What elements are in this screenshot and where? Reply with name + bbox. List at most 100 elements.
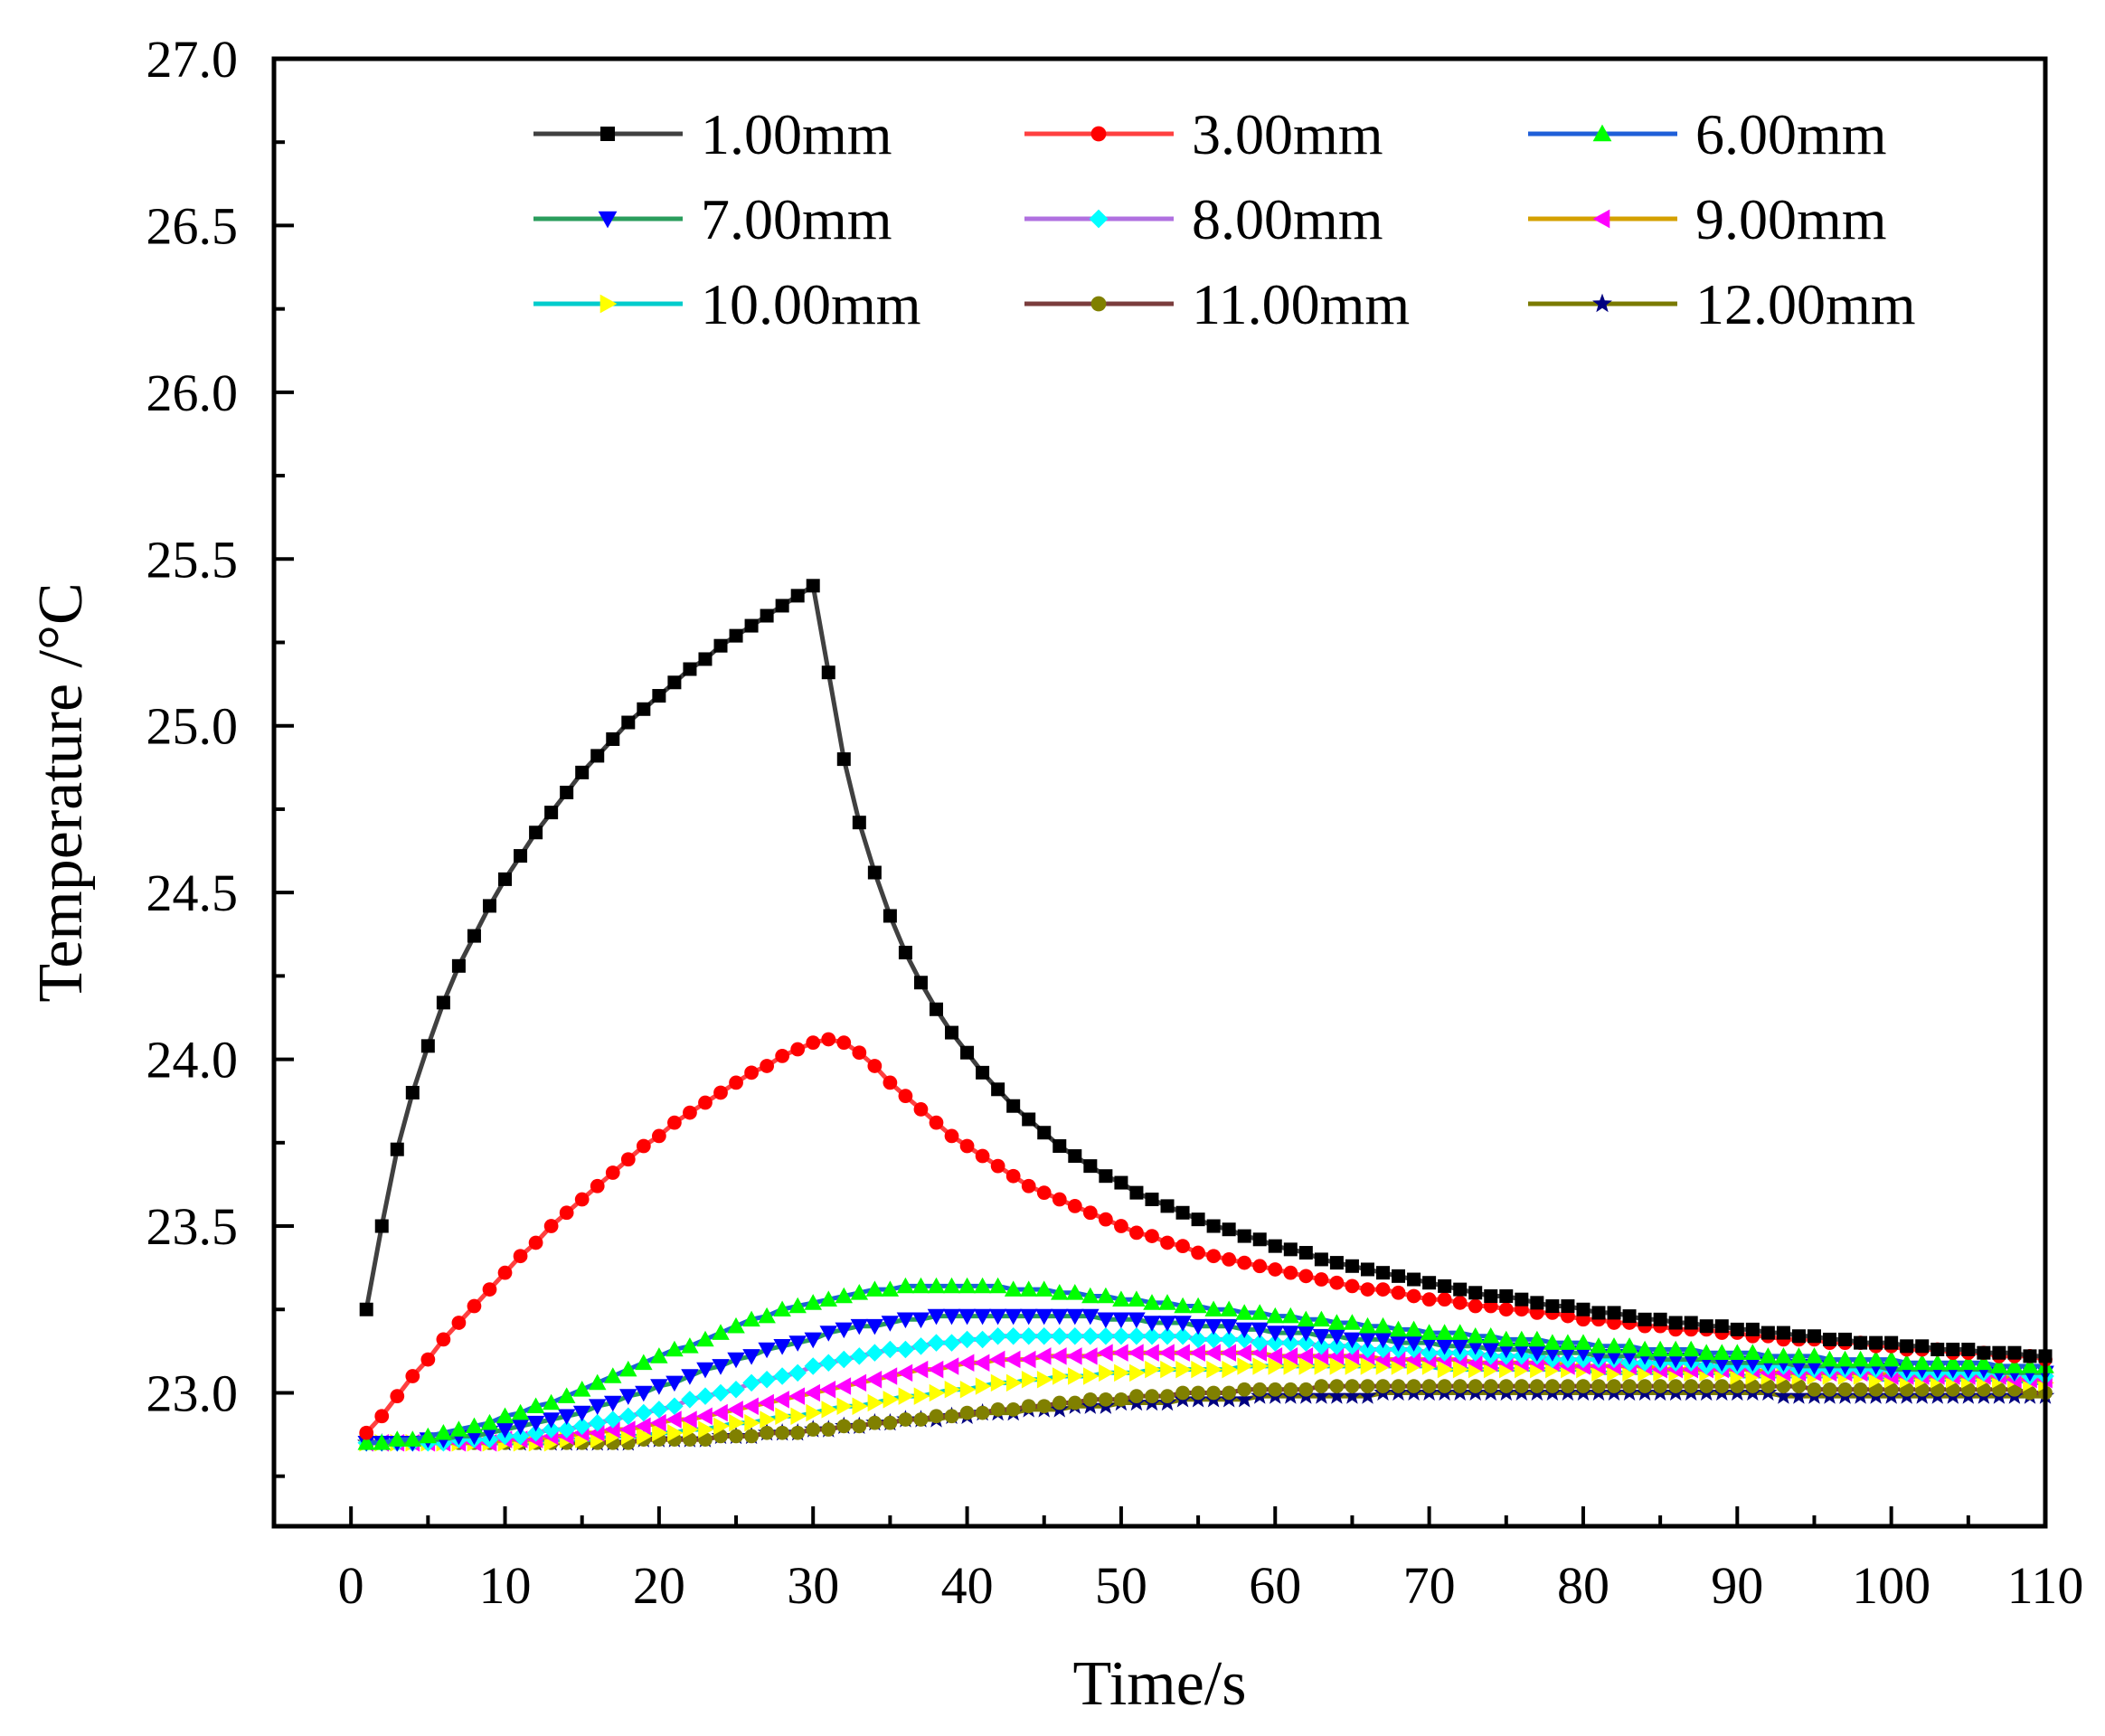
data-point xyxy=(744,1065,759,1080)
data-point xyxy=(945,1025,959,1040)
data-point xyxy=(1360,1262,1374,1277)
data-point xyxy=(760,1410,776,1429)
data-point xyxy=(1607,1306,1621,1320)
data-point xyxy=(357,1434,375,1450)
data-point xyxy=(1497,1330,1515,1347)
data-point xyxy=(572,1381,591,1397)
data-point xyxy=(1035,1347,1052,1365)
data-point xyxy=(1145,1389,1159,1404)
data-point xyxy=(1004,1280,1023,1297)
data-point xyxy=(727,1316,745,1334)
data-point xyxy=(883,1415,898,1430)
data-point xyxy=(804,1357,822,1375)
data-point xyxy=(790,1425,806,1440)
data-point xyxy=(898,1387,915,1405)
data-point xyxy=(959,1138,975,1154)
data-point xyxy=(850,1373,867,1392)
data-point xyxy=(1006,1099,1021,1113)
data-point xyxy=(698,652,713,666)
legend-label: 9.00mm xyxy=(1695,187,1887,251)
data-point xyxy=(760,1059,774,1073)
data-point xyxy=(1097,1287,1115,1304)
data-point xyxy=(804,1332,822,1349)
data-point xyxy=(1206,1249,1221,1264)
data-point xyxy=(589,1373,607,1391)
data-point xyxy=(1329,1256,1344,1270)
data-point xyxy=(1067,1199,1082,1213)
data-point xyxy=(1482,1342,1500,1359)
data-point xyxy=(1498,1302,1514,1317)
data-point xyxy=(496,1422,514,1439)
data-point xyxy=(1035,1327,1053,1345)
legend-marker xyxy=(1089,209,1109,229)
data-point xyxy=(1191,1245,1205,1260)
plot-frame xyxy=(271,56,2048,1529)
data-point xyxy=(1774,1347,1793,1363)
data-point xyxy=(1204,1318,1222,1335)
data-point xyxy=(712,1383,730,1402)
data-point xyxy=(1728,1344,1747,1360)
data-point xyxy=(1513,1330,1531,1347)
data-point xyxy=(1220,1344,1236,1362)
legend-label: 10.00mm xyxy=(701,272,921,336)
data-point xyxy=(1607,1379,1621,1393)
data-point xyxy=(929,1409,944,1424)
data-point xyxy=(1343,1332,1362,1349)
data-point xyxy=(1129,1185,1144,1200)
data-point xyxy=(990,1373,1007,1392)
data-point xyxy=(1545,1379,1560,1393)
data-point xyxy=(1345,1379,1360,1393)
data-point xyxy=(1392,1269,1406,1283)
data-point xyxy=(1389,1335,1408,1352)
legend-item-7-00mm: 7.00mm xyxy=(533,187,892,251)
data-point xyxy=(896,1340,915,1359)
data-point xyxy=(1897,1354,1916,1371)
series-11-00mm xyxy=(359,1379,2053,1450)
data-point xyxy=(652,689,666,703)
data-point xyxy=(1189,1318,1207,1335)
data-point xyxy=(683,1105,697,1120)
data-point xyxy=(1314,1272,1329,1287)
data-point xyxy=(667,1115,682,1130)
legend-marker xyxy=(599,294,618,314)
data-point xyxy=(635,1417,651,1436)
data-point xyxy=(942,1277,961,1294)
data-point xyxy=(572,1417,591,1436)
data-point xyxy=(1082,1205,1098,1221)
data-point xyxy=(1174,1327,1192,1345)
data-point xyxy=(775,1049,790,1063)
data-point xyxy=(975,1377,992,1395)
legend-label: 8.00mm xyxy=(1192,187,1383,251)
data-point xyxy=(958,1354,975,1372)
data-point xyxy=(696,1362,714,1379)
data-point xyxy=(1266,1326,1284,1342)
data-point xyxy=(390,1142,404,1156)
x-tick-label: 90 xyxy=(1711,1556,1763,1615)
x-tick-label: 40 xyxy=(941,1556,994,1615)
data-point xyxy=(927,1360,944,1379)
data-point xyxy=(1160,1389,1175,1404)
data-point xyxy=(1114,1219,1128,1233)
data-point xyxy=(1004,1327,1023,1345)
data-point xyxy=(1327,1328,1346,1345)
data-point xyxy=(482,1282,497,1297)
data-point xyxy=(1714,1379,1730,1393)
data-point xyxy=(1281,1334,1299,1352)
data-point xyxy=(1375,1379,1391,1393)
data-point xyxy=(1329,1357,1346,1375)
data-point xyxy=(1438,1278,1452,1293)
data-point xyxy=(836,752,851,767)
data-point xyxy=(898,946,912,960)
data-point xyxy=(1005,1402,1021,1417)
data-point xyxy=(1114,1363,1130,1382)
data-point xyxy=(1283,1382,1298,1397)
data-point xyxy=(727,1381,745,1399)
data-point xyxy=(773,1367,791,1385)
data-point xyxy=(1143,1294,1161,1310)
data-point xyxy=(1561,1379,1575,1393)
data-point xyxy=(883,909,897,923)
data-point xyxy=(773,1391,789,1409)
data-point xyxy=(1099,1169,1113,1184)
data-point xyxy=(1312,1386,1331,1404)
data-point xyxy=(1851,1350,1870,1367)
